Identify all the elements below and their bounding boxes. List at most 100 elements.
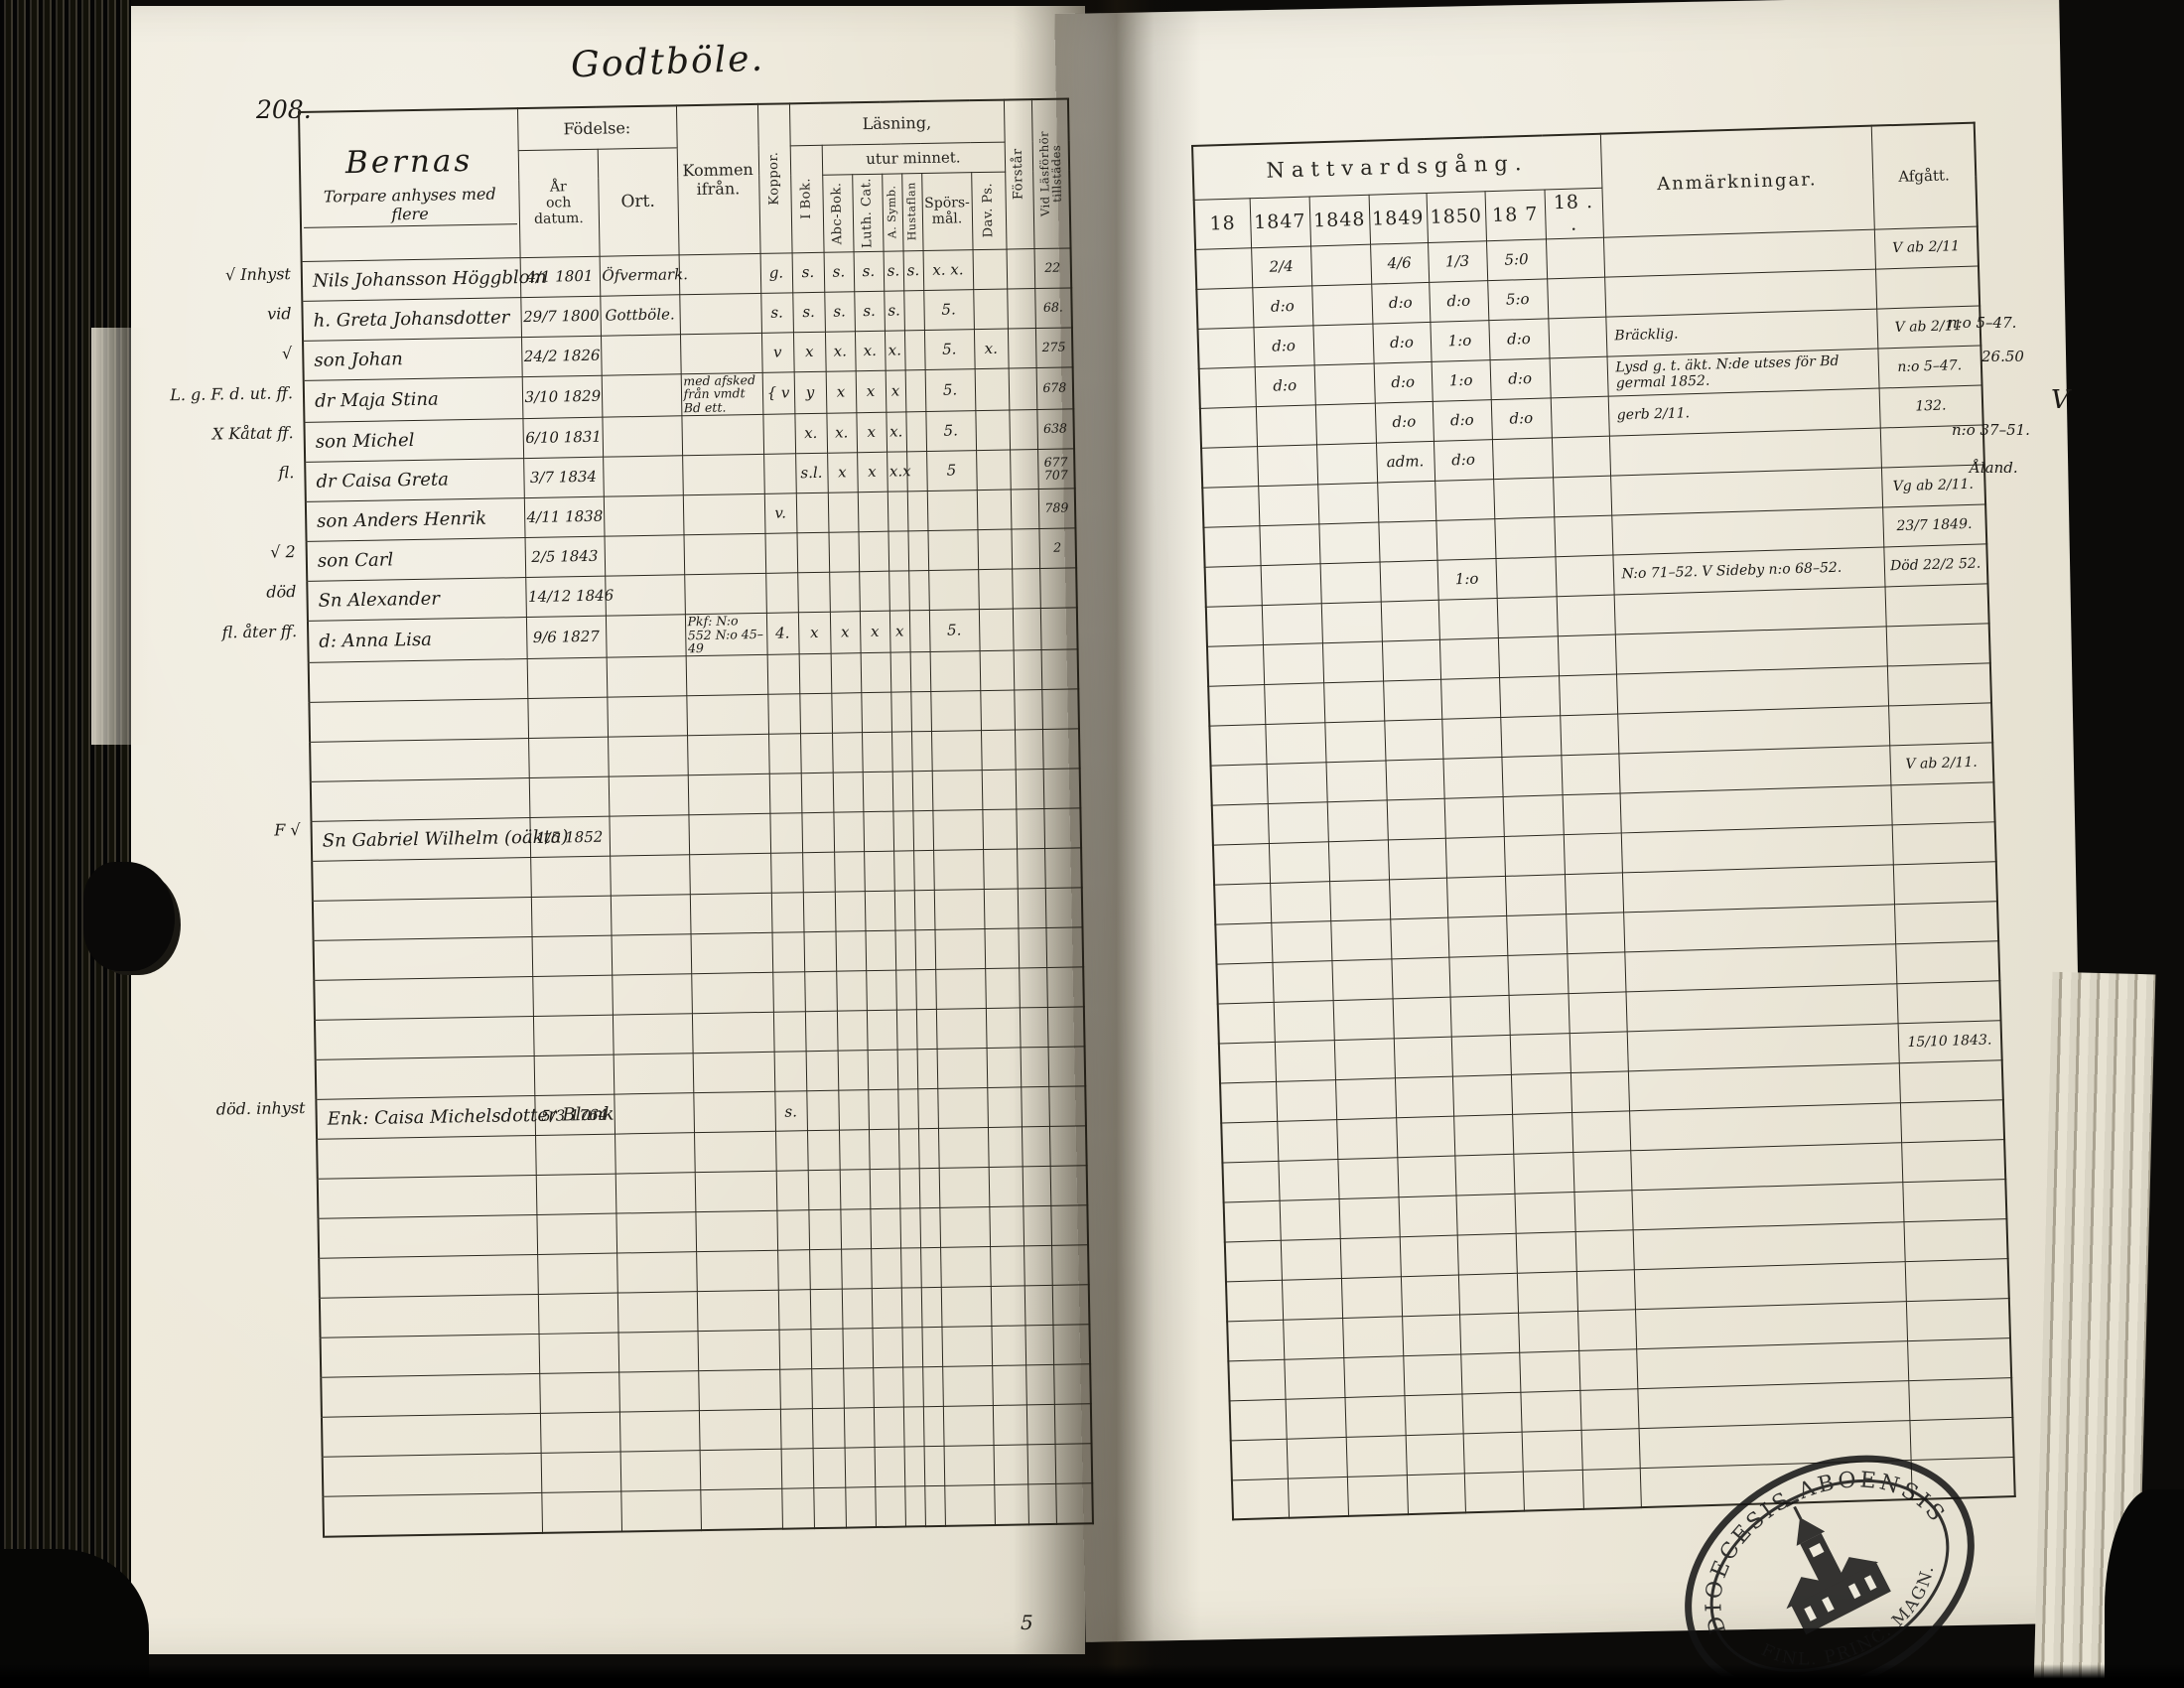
reading-mark-cell (809, 1289, 843, 1330)
reading-mark-cell (844, 1447, 876, 1488)
understands-cell (1013, 649, 1042, 690)
communion-mark-cell (1504, 874, 1567, 915)
smallpox-cell (770, 892, 804, 933)
communion-mark-cell (1206, 644, 1265, 686)
understands-cell (1018, 927, 1047, 968)
birth-date-cell: 5/3 1764 (534, 1094, 615, 1136)
year-column-header: 18 . . (1544, 187, 1603, 239)
reading-mark-cell (932, 809, 984, 851)
smallpox-cell (772, 971, 805, 1013)
reading-mark-cell (910, 691, 932, 732)
birth-place-cell (605, 574, 685, 616)
communion-mark-cell (1224, 1239, 1282, 1282)
communion-mark-cell (1323, 680, 1385, 723)
smallpox-cell (763, 453, 796, 494)
smallpox-cell: g. (759, 252, 793, 293)
reading-mark-cell: 5 (926, 450, 977, 492)
communion-mark-cell (1437, 598, 1498, 639)
questions-header: Spörs- mål. (921, 172, 973, 251)
reading-mark-cell: s. (853, 250, 885, 292)
birth-place-cell (610, 854, 690, 897)
reading-mark-cell (981, 769, 1017, 810)
communion-mark-cell (1548, 316, 1607, 358)
attendance-number-cell (1055, 1482, 1094, 1524)
communion-mark-cell (1572, 1150, 1632, 1193)
communion-mark-cell (1197, 327, 1255, 368)
reading-mark-cell (795, 492, 829, 533)
communion-mark-cell (1499, 675, 1561, 718)
reading-mark-cell (833, 811, 865, 853)
communion-mark-cell (1394, 1075, 1454, 1118)
reading-mark-cell (986, 1047, 1022, 1088)
communion-mark-cell (1435, 518, 1496, 560)
birth-place-cell (603, 455, 683, 496)
communion-mark-cell: 4/6 (1370, 241, 1430, 284)
understands-cell (1012, 568, 1040, 609)
attendance-number-cell (1052, 1324, 1091, 1365)
communion-mark-cell (1442, 757, 1503, 798)
name-cell (317, 1175, 537, 1219)
communion-mark-cell (1383, 678, 1442, 721)
reading-mark-cell: x. (794, 413, 828, 454)
reading-mark-cell (982, 808, 1018, 850)
reading-mark-cell: x. x. (922, 249, 974, 291)
communion-mark-cell (1451, 1073, 1513, 1116)
reading-mark-cell (979, 650, 1015, 691)
name-cell: Enk: Caisa Michelsdotter Blank (316, 1095, 614, 1140)
departed-cell (1901, 1139, 2006, 1183)
attendance-number-cell (1046, 966, 1084, 1008)
reading-mark-cell (984, 927, 1020, 969)
departed-cell: 15/10 1843. (1897, 1020, 2002, 1063)
left-page-table-wrap: Bernas Torpare anhyses med flere Födelse… (170, 97, 1095, 1538)
birth-date-cell (539, 1372, 619, 1414)
departed-cell (1895, 940, 2000, 984)
departed-cell (1905, 1298, 2011, 1341)
communion-mark-cell (1509, 1033, 1570, 1074)
reading-mark-cell (895, 1009, 917, 1051)
communion-mark-cell (1576, 1309, 1637, 1350)
communion-mark-cell (1268, 841, 1330, 883)
communion-mark-cell (1554, 514, 1613, 557)
smallpox-cell (767, 693, 801, 735)
reading-mark-cell (875, 1486, 905, 1527)
reading-mark-cell (921, 1327, 943, 1367)
name-cell: son Johan (303, 337, 522, 380)
communion-mark-cell (1400, 1274, 1460, 1317)
reading-mark-cell (935, 968, 986, 1010)
reading-mark-cell: s. (854, 290, 885, 332)
smallpox-header: Koppor. (756, 103, 792, 253)
understands-cell (1006, 248, 1035, 289)
name-cell (320, 1334, 540, 1378)
reading-mark-cell (869, 1169, 900, 1209)
reading-mark-cell (928, 569, 979, 611)
marginal-note: Åland. (1970, 459, 2018, 477)
come-from-cell (689, 853, 771, 895)
communion-mark-cell: d:o (1432, 399, 1492, 441)
reading-mark-cell (983, 888, 1019, 929)
communion-mark-cell (1342, 1316, 1404, 1357)
communion-mark-cell (1500, 715, 1562, 758)
birth-place-cell (600, 334, 681, 375)
communion-mark-cell (1456, 1232, 1517, 1275)
communion-mark-cell (1220, 1080, 1278, 1123)
communion-mark-cell (1276, 1079, 1337, 1121)
communion-mark-cell (1205, 605, 1263, 646)
communion-mark-cell (1455, 1193, 1516, 1235)
communion-mark-cell (1459, 1312, 1520, 1354)
reading-mark-cell (978, 608, 1014, 651)
communion-mark-cell (1390, 916, 1449, 959)
communion-mark-cell (1271, 920, 1332, 962)
reading-mark-cell (810, 1329, 844, 1369)
communion-mark-cell (1314, 402, 1376, 445)
reading-mark-cell: x (825, 370, 857, 414)
reading-mark-cell: s.l. (795, 452, 828, 493)
reading-mark-cell (990, 1245, 1024, 1287)
come-from-cell (695, 1210, 778, 1252)
birth-date-cell (535, 1174, 616, 1215)
communion-mark-cell (1326, 799, 1388, 842)
smallpox-cell: s. (760, 292, 793, 333)
birth-place-cell (616, 1251, 697, 1294)
communion-mark-cell (1377, 480, 1436, 522)
communion-mark-cell (1270, 881, 1331, 922)
reading-mark-cell (901, 1327, 923, 1368)
